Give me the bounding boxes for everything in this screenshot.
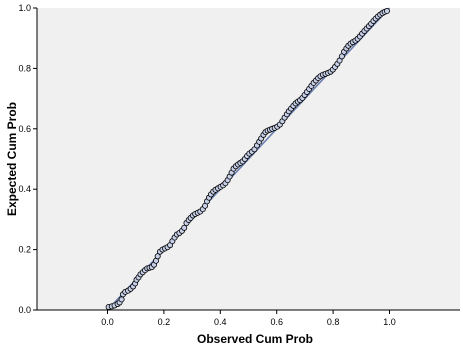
y-tick-label: 0.4 [18,184,31,194]
x-tick-label: 0.2 [158,317,171,327]
y-tick-label: 0.2 [18,245,31,255]
x-tick-label: 0.6 [270,317,283,327]
data-point [118,296,125,303]
x-tick-label: 1.0 [383,317,396,327]
y-axis-title: Expected Cum Prob [5,102,19,216]
x-tick-label: 0.8 [327,317,340,327]
x-tick-label: 0.4 [214,317,227,327]
data-point [383,8,390,15]
x-axis-title: Observed Cum Prob [197,332,313,346]
axes: 0.0 0.2 0.4 0.6 0.8 1.0 0.0 0.2 0.4 0.6 0.8 1.0 [18,3,460,327]
y-tick-label: 0.8 [18,63,31,73]
y-tick-label: 0.0 [18,305,31,315]
y-tick-label: 1.0 [18,3,31,13]
data-point [181,224,188,231]
data-marks [105,7,391,311]
x-tick-label: 0.0 [101,317,114,327]
y-tick-label: 0.6 [18,124,31,134]
